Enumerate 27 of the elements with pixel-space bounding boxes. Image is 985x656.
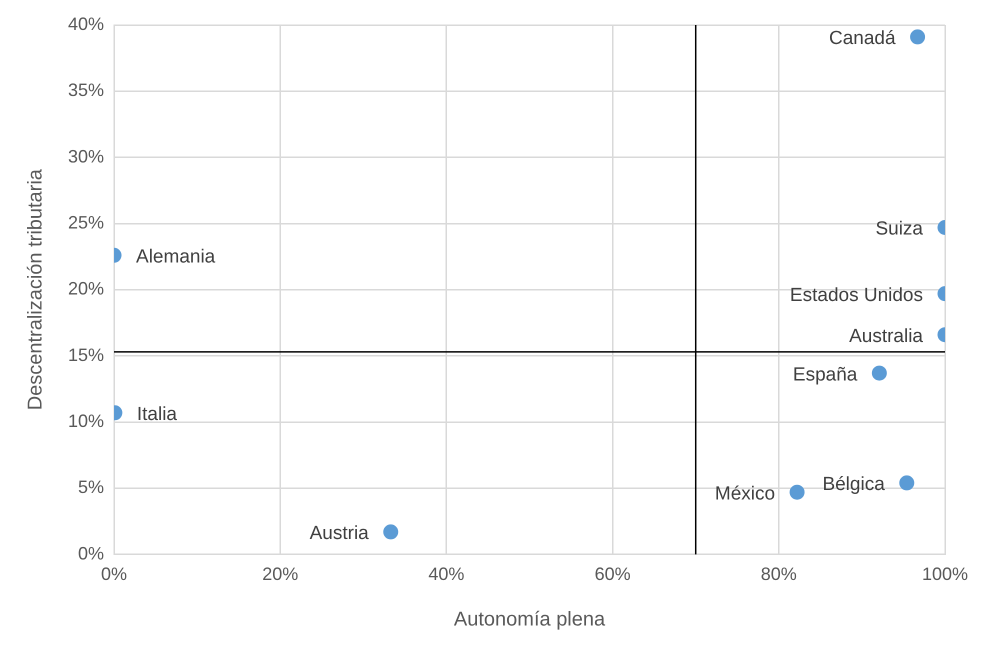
y-axis-title: Descentralización tributaria	[24, 168, 47, 410]
x-axis-title: Autonomía plena	[454, 608, 606, 631]
x-tick-label: 0%	[101, 564, 128, 584]
x-tick-label: 20%	[262, 564, 298, 584]
y-tick-label: 15%	[68, 344, 104, 365]
y-tick-label: 25%	[68, 212, 104, 232]
y-tick-label: 0%	[78, 543, 104, 564]
annotation: Austria	[310, 523, 370, 544]
x-tick-label: 60%	[594, 564, 631, 584]
y-tick-label: 10%	[68, 411, 104, 432]
x-tick-label: 40%	[428, 564, 464, 584]
y-tick-label: 5%	[78, 477, 104, 498]
annotation: Italia	[136, 404, 178, 426]
x-tick-label: 80%	[760, 564, 797, 584]
y-tick-label: 30%	[68, 146, 104, 166]
annotation: Bélgica	[822, 474, 886, 496]
y-tick-label: 35%	[68, 80, 104, 100]
annotation: Estados Unidos	[790, 284, 923, 306]
y-tick-label: 20%	[68, 278, 104, 299]
annotation: México	[714, 483, 776, 504]
annotation: Canadá	[829, 28, 896, 50]
x-tick-label: 100%	[922, 564, 968, 584]
annotation: Australia	[849, 326, 924, 347]
y-tick-label: 40%	[68, 14, 104, 34]
annotation: Suiza	[875, 218, 924, 240]
annotation: España	[792, 364, 858, 386]
annotation: Alemania	[136, 246, 216, 268]
